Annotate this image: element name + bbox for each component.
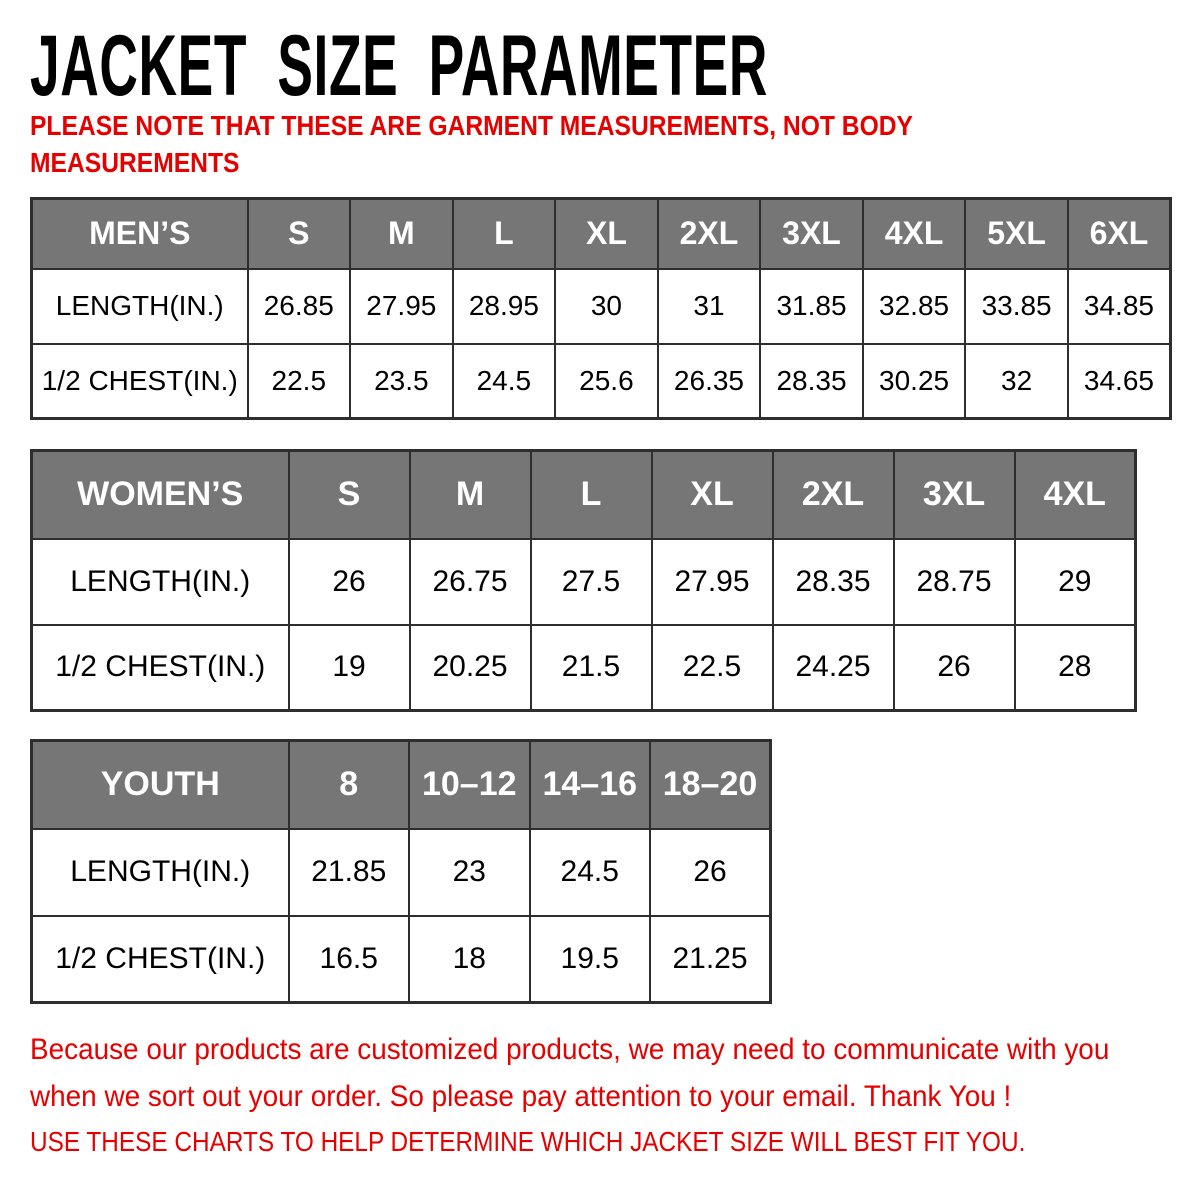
mens-size-header-cell: L [451,197,557,270]
womens-table-title-cell: WOMEN’S [30,449,290,540]
value-cell: 28.35 [759,342,864,420]
mens-size-table: MEN’S S M L XL 2XL 3XL 4XL 5XL 6XL LENGTH(IN.) 26.8… [30,197,1172,420]
womens-size-header-cell: L [529,449,653,540]
usage-instruction: USE THESE CHARTS TO HELP DETERMINE WHICH… [30,1126,1026,1157]
womens-size-table: WOMEN’S S M L XL 2XL 3XL 4XL LENGTH(IN.) 26 26.75 2… [30,449,1137,712]
value-cell: 22.5 [246,342,352,420]
value-cell: 21.85 [287,827,410,917]
value-cell: 28.35 [771,537,895,626]
value-cell: 33.85 [964,267,1069,345]
customization-notice-line-2: when we sort out your order. So please p… [30,1080,1012,1113]
row-label-cell: LENGTH(IN.) [30,827,290,917]
value-cell: 18 [408,914,531,1004]
value-cell: 29 [1013,537,1137,626]
value-cell: 23.5 [349,342,454,420]
row-label-cell: 1/2 CHEST(IN.) [30,342,249,420]
table-row: LENGTH(IN.) 26.85 27.95 28.95 30 31 31.85 32.85… [30,267,1172,345]
customization-notice: Because our products are customized prod… [30,1026,1109,1120]
mens-size-header-cell: 5XL [964,197,1069,270]
value-cell: 19 [287,623,411,712]
mens-table-title-cell: MEN’S [30,197,249,270]
row-label-cell: LENGTH(IN.) [30,267,249,345]
value-cell: 24.5 [528,827,651,917]
womens-size-header-cell: 4XL [1013,449,1137,540]
table-row: 1/2 CHEST(IN.) 22.5 23.5 24.5 25.6 26.35 28.35… [30,342,1172,420]
value-cell: 28 [1013,623,1137,712]
womens-size-header-cell: M [408,449,532,540]
mens-size-header-cell: M [349,197,454,270]
value-cell: 34.85 [1066,267,1172,345]
row-label-cell: 1/2 CHEST(IN.) [30,914,290,1004]
value-cell: 26 [649,827,772,917]
mens-size-header-cell: XL [554,197,659,270]
value-cell: 30.25 [861,342,967,420]
value-cell: 21.25 [649,914,772,1004]
mens-size-header-cell: 6XL [1066,197,1172,270]
value-cell: 27.5 [529,537,653,626]
value-cell: 28.95 [451,267,557,345]
value-cell: 27.95 [650,537,774,626]
value-cell: 22.5 [650,623,774,712]
row-label-cell: 1/2 CHEST(IN.) [30,623,290,712]
value-cell: 27.95 [349,267,454,345]
womens-size-header-cell: XL [650,449,774,540]
youth-size-table: YOUTH 8 10–12 14–16 18–20 LENGTH(IN.) 21.85 23 2… [30,739,772,1004]
value-cell: 25.6 [554,342,659,420]
value-cell: 24.25 [771,623,895,712]
youth-size-header-cell: 8 [287,739,410,830]
garment-note-line-1: PLEASE NOTE THAT THESE ARE GARMENT MEASU… [30,110,913,141]
value-cell: 26.35 [656,342,762,420]
table-row: LENGTH(IN.) 26 26.75 27.5 27.95 28.35 28.75 29 [30,537,1137,626]
value-cell: 23 [408,827,531,917]
value-cell: 26.75 [408,537,532,626]
value-cell: 20.25 [408,623,532,712]
table-row: 1/2 CHEST(IN.) 16.5 18 19.5 21.25 [30,914,772,1004]
youth-size-header-cell: 18–20 [649,739,772,830]
value-cell: 28.75 [892,537,1016,626]
value-cell: 26 [892,623,1016,712]
value-cell: 26.85 [246,267,352,345]
row-label-cell: LENGTH(IN.) [30,537,290,626]
youth-size-header-cell: 14–16 [528,739,651,830]
value-cell: 19.5 [528,914,651,1004]
value-cell: 24.5 [451,342,557,420]
value-cell: 32 [964,342,1069,420]
value-cell: 16.5 [287,914,410,1004]
mens-size-header-cell: 3XL [759,197,864,270]
value-cell: 31.85 [759,267,864,345]
value-cell: 21.5 [529,623,653,712]
womens-size-header-cell: 2XL [771,449,895,540]
customization-notice-line-1: Because our products are customized prod… [30,1033,1110,1066]
table-row: 1/2 CHEST(IN.) 19 20.25 21.5 22.5 24.25 26 28 [30,623,1137,712]
womens-size-header-cell: 3XL [892,449,1016,540]
page-title: JACKET SIZE PARAMETER [30,18,768,114]
mens-size-header-cell: S [246,197,352,270]
value-cell: 26 [287,537,411,626]
womens-size-header-cell: S [287,449,411,540]
garment-measurement-note: PLEASE NOTE THAT THESE ARE GARMENT MEASU… [30,107,913,181]
value-cell: 34.65 [1066,342,1172,420]
value-cell: 30 [554,267,659,345]
value-cell: 32.85 [861,267,967,345]
table-row: LENGTH(IN.) 21.85 23 24.5 26 [30,827,772,917]
mens-size-header-cell: 2XL [656,197,762,270]
garment-note-line-2: MEASUREMENTS [30,147,240,178]
value-cell: 31 [656,267,762,345]
youth-size-header-cell: 10–12 [408,739,531,830]
mens-size-header-cell: 4XL [861,197,967,270]
youth-table-title-cell: YOUTH [30,739,290,830]
